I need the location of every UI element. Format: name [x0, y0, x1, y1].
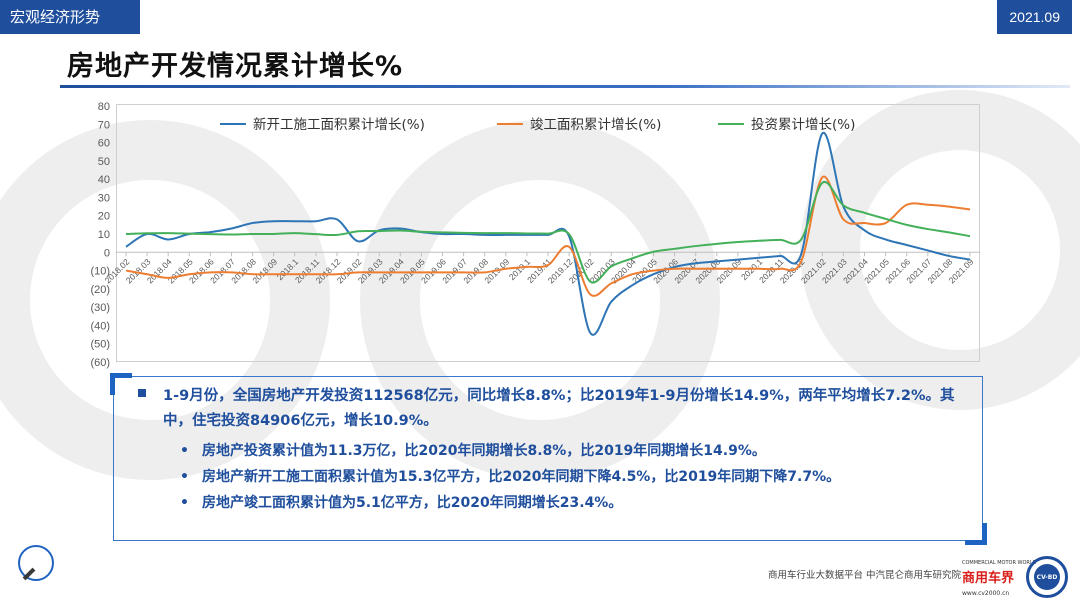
bullet-dot-icon: •: [180, 495, 189, 511]
section-tag: 宏观经济形势: [0, 0, 140, 34]
summary-main-text: 1-9月份，全国房地产开发投资112568亿元，同比增长8.8%；比2019年1…: [163, 388, 955, 429]
y-tick-label: 50: [98, 156, 110, 168]
y-tick-label: (40): [90, 320, 110, 332]
summary-sub-text: 房地产新开工施工面积累计值为15.3亿平方，比2020年同期下降4.5%，比20…: [202, 469, 841, 485]
y-tick-label: 80: [98, 101, 110, 113]
y-tick-label: 30: [98, 192, 110, 204]
square-bullet-icon: [138, 389, 146, 397]
y-tick-label: 10: [98, 229, 110, 241]
y-tick-label: (50): [90, 339, 110, 351]
bracket-top-left: [110, 373, 132, 395]
y-tick-label: 20: [98, 211, 110, 223]
y-tick-label: 0: [104, 247, 110, 259]
series-line: [125, 180, 971, 284]
page-title: 房地产开发情况累计增长%: [67, 51, 404, 82]
brand-logo: 商用车界: [962, 571, 1015, 586]
logo-url: www.cv2000.cn: [962, 590, 1010, 597]
y-tick-label: (20): [90, 284, 110, 296]
y-tick-label: 60: [98, 138, 110, 150]
title-underline: [60, 85, 1070, 88]
series-line: [125, 175, 971, 297]
seal-text: CV-BD: [1034, 564, 1060, 590]
date-tag: 2021.09: [997, 0, 1072, 34]
summary-sub-text: 房地产投资累计值为11.3万亿，比2020年同期增长8.8%，比2019年同期增…: [202, 443, 766, 459]
footer-source: 商用车行业大数据平台 中汽昆仑商用车研究院: [768, 570, 962, 581]
y-tick-label: (10): [90, 266, 110, 278]
logo-tagline: COMMERCIAL MOTOR WORLD: [962, 560, 1037, 566]
bracket-bottom-right: [965, 523, 987, 545]
y-tick-label: 70: [98, 119, 110, 131]
legend-label: 投资累计增长(%): [751, 117, 855, 133]
summary-sub-item: • 房地产竣工面积累计值为5.1亿平方，比2020年同期增长23.4%。: [180, 492, 622, 514]
y-tick-label: (30): [90, 302, 110, 314]
legend-label: 新开工施工面积累计增长(%): [253, 117, 425, 133]
chart-frame: [116, 104, 980, 362]
summary-box: [113, 376, 983, 541]
bullet-dot-icon: •: [180, 443, 189, 459]
y-tick-label: 40: [98, 174, 110, 186]
legend-label: 竣工面积累计增长(%): [530, 117, 661, 133]
summary-sub-text: 房地产竣工面积累计值为5.1亿平方，比2020年同期增长23.4%。: [202, 495, 623, 511]
summary-sub-item: • 房地产新开工施工面积累计值为15.3亿平方，比2020年同期下降4.5%，比2…: [180, 466, 840, 488]
y-tick-label: (60): [90, 357, 110, 369]
summary-sub-item: • 房地产投资累计值为11.3万亿，比2020年同期增长8.8%，比2019年同期…: [180, 440, 766, 462]
seal-logo: CV-BD: [1026, 556, 1068, 598]
bullet-dot-icon: •: [180, 469, 189, 485]
